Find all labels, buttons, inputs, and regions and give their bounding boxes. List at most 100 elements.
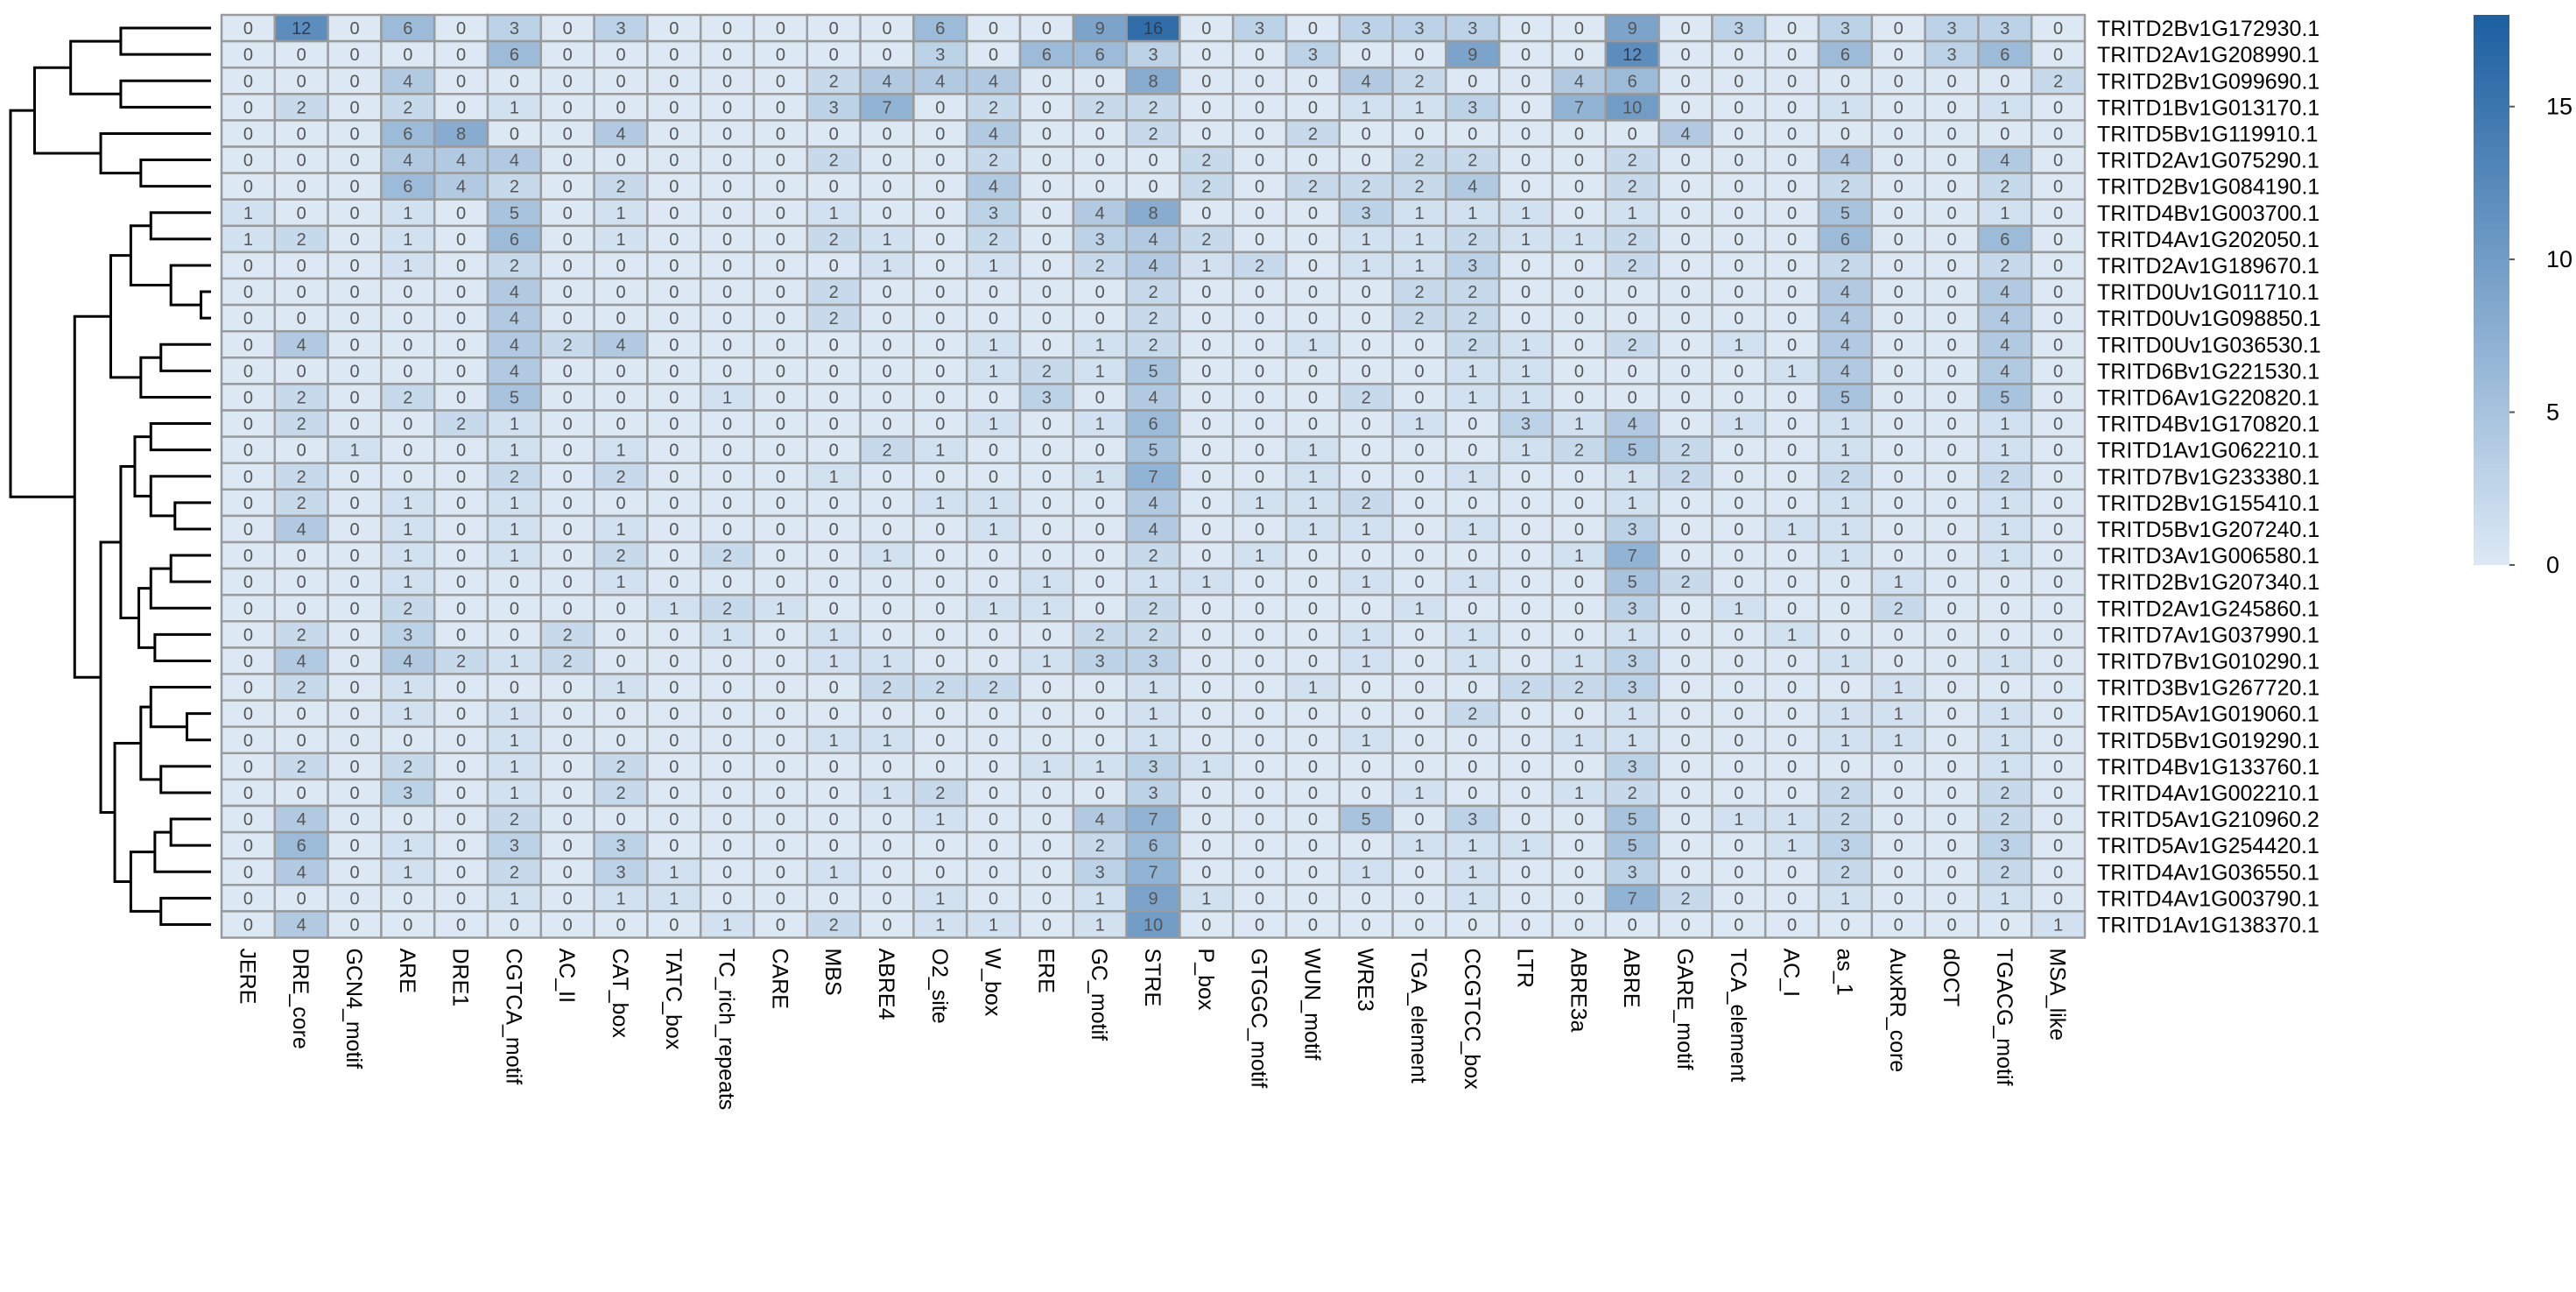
cell-value-label: 3 xyxy=(1628,599,1637,618)
cell-value-label: 3 xyxy=(1095,863,1105,882)
cell-value-label: 4 xyxy=(1095,204,1105,223)
cell-value-label: 0 xyxy=(1308,547,1318,566)
cell-value-label: 0 xyxy=(882,705,891,724)
cell-value-label: 0 xyxy=(829,178,839,197)
cell-value-label: 1 xyxy=(2000,441,2009,461)
cell-value-label: 4 xyxy=(1841,283,1850,302)
cell-value-label: 0 xyxy=(1308,230,1318,250)
cell-value-label: 1 xyxy=(1841,705,1850,724)
cell-value-label: 0 xyxy=(243,758,253,777)
cell-value-label: 0 xyxy=(1255,98,1264,117)
cell-value-label: 1 xyxy=(1841,441,1850,461)
cell-value-label: 4 xyxy=(297,652,306,671)
dendrogram-branch xyxy=(73,314,111,679)
cell-value-label: 0 xyxy=(1574,705,1584,724)
cell-value-label: 0 xyxy=(243,547,253,566)
row-label: TRITD5Bv1G207240.1 xyxy=(2097,518,2319,542)
cell-value-label: 0 xyxy=(2053,679,2063,698)
cell-value-label: 0 xyxy=(1042,152,1052,171)
cell-value-label: 4 xyxy=(1841,362,1850,381)
cell-value-label: 3 xyxy=(1148,784,1158,803)
column-label: JERE xyxy=(235,949,259,1005)
cell-value-label: 0 xyxy=(616,731,625,751)
row-label: TRITD2Bv1G099690.1 xyxy=(2097,69,2319,94)
cell-value-label: 0 xyxy=(1946,152,1956,171)
cell-value-label: 1 xyxy=(1521,441,1531,461)
cell-value-label: 0 xyxy=(297,152,306,171)
cell-value-label: 1 xyxy=(1414,257,1424,276)
heatmap-cell xyxy=(2030,172,2087,201)
cell-value-label: 0 xyxy=(935,705,945,724)
cell-value-label: 0 xyxy=(1946,625,1956,645)
cell-value-label: 2 xyxy=(1362,494,1371,513)
cell-value-label: 5 xyxy=(510,388,519,407)
cell-value-label: 0 xyxy=(722,178,732,197)
cell-value-label: 0 xyxy=(776,178,785,197)
cell-value-label: 0 xyxy=(989,784,998,803)
cell-value-label: 1 xyxy=(403,230,412,250)
cell-value-label: 1 xyxy=(616,230,625,250)
cell-value-label: 2 xyxy=(2053,72,2063,91)
cell-value-label: 3 xyxy=(1628,758,1637,777)
column-label: TATC_box xyxy=(661,949,686,1050)
cell-value-label: 0 xyxy=(1362,335,1371,355)
cell-value-label: 1 xyxy=(882,731,891,751)
cell-value-label: 0 xyxy=(1787,152,1797,171)
cell-value-label: 0 xyxy=(2053,468,2063,487)
cell-value-label: 0 xyxy=(456,679,466,698)
heatmap-cell xyxy=(1231,172,1288,201)
cell-value-label: 0 xyxy=(1308,889,1318,908)
row-dendrogram xyxy=(9,26,211,926)
cell-value-label: 4 xyxy=(1148,494,1158,513)
cell-value-label: 0 xyxy=(776,705,785,724)
cell-value-label: 0 xyxy=(243,652,253,671)
cell-value-label: 0 xyxy=(1680,204,1690,223)
cell-value-label: 0 xyxy=(1894,889,1904,908)
cell-value-label: 0 xyxy=(1308,625,1318,645)
cell-value-label: 0 xyxy=(349,309,359,328)
dendrogram-branch xyxy=(149,211,211,241)
cell-value-label: 0 xyxy=(829,335,839,355)
cell-value-label: 0 xyxy=(1734,520,1743,540)
cell-value-label: 0 xyxy=(1521,731,1531,751)
cell-value-label: 0 xyxy=(2053,784,2063,803)
cell-value-label: 0 xyxy=(349,520,359,540)
cell-value-label: 0 xyxy=(1414,863,1424,882)
cell-value-label: 5 xyxy=(1628,837,1637,856)
cell-value-label: 0 xyxy=(829,388,839,407)
row-label: TRITD5Bv1G019290.1 xyxy=(2097,729,2319,753)
heatmap-cell xyxy=(1231,145,1288,174)
cell-value-label: 1 xyxy=(935,494,945,513)
cell-value-label: 0 xyxy=(1414,494,1424,513)
cell-value-label: 0 xyxy=(349,863,359,882)
cell-value-label: 0 xyxy=(722,705,732,724)
heatmap-cell xyxy=(593,13,649,43)
cell-value-label: 2 xyxy=(1894,599,1904,618)
cell-value-label: 0 xyxy=(722,889,732,908)
cell-value-label: 0 xyxy=(1414,731,1424,751)
heatmap-cell xyxy=(433,198,489,228)
cell-value-label: 0 xyxy=(1308,784,1318,803)
heatmap-cell xyxy=(273,66,329,95)
cell-value-label: 0 xyxy=(669,705,679,724)
heatmap-cell xyxy=(1231,93,1288,122)
cell-value-label: 0 xyxy=(989,705,998,724)
cell-value-label: 0 xyxy=(1787,679,1797,698)
cell-value-label: 0 xyxy=(616,309,625,328)
cell-value-label: 0 xyxy=(1946,72,1956,91)
cell-value-label: 0 xyxy=(722,72,732,91)
cell-value-label: 0 xyxy=(1095,573,1105,592)
cell-value-label: 1 xyxy=(1042,758,1052,777)
cell-value-label: 1 xyxy=(243,204,253,223)
cell-value-label: 2 xyxy=(1841,257,1850,276)
cell-value-label: 0 xyxy=(1787,652,1797,671)
cell-value-label: 2 xyxy=(1414,72,1424,91)
cell-value-label: 2 xyxy=(1414,152,1424,171)
cell-value-label: 3 xyxy=(510,837,519,856)
cell-value-label: 1 xyxy=(1308,441,1318,461)
cell-value-label: 4 xyxy=(456,178,466,197)
cell-value-label: 0 xyxy=(669,335,679,355)
cell-value-label: 0 xyxy=(669,19,679,39)
heatmap-cell xyxy=(593,39,649,69)
cell-value-label: 0 xyxy=(935,468,945,487)
